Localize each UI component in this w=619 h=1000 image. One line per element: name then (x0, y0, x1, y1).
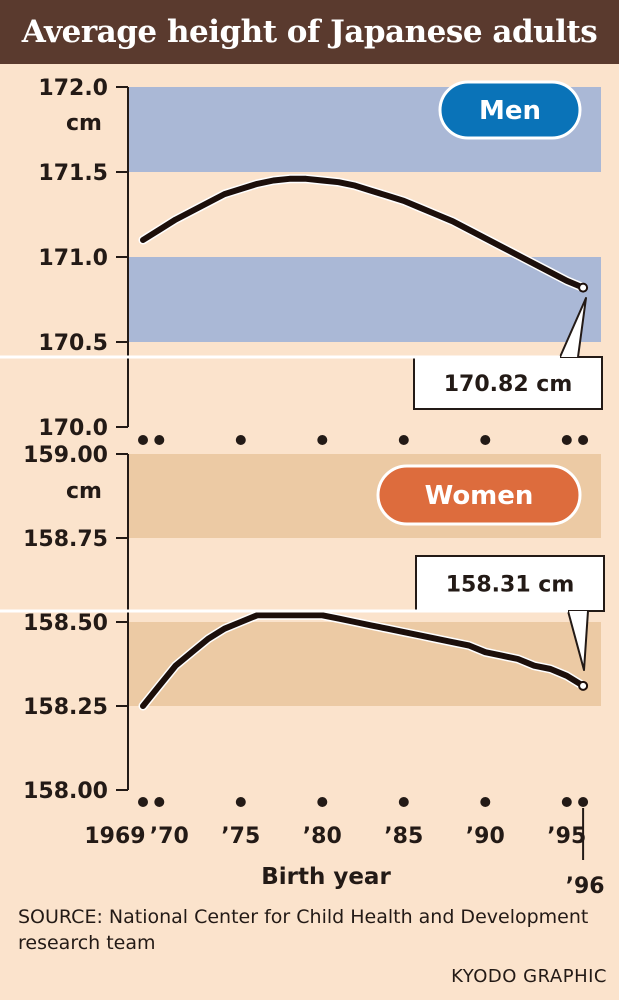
men-end-point (578, 282, 589, 293)
women-callout-pointer (567, 610, 589, 671)
men-y-tick-label: 172.0 (38, 76, 108, 101)
men-callout-pointer (559, 297, 587, 358)
women-y-tick-label: 158.75 (23, 527, 108, 552)
x-axis-title: Birth year (261, 864, 391, 890)
x-axis: 1969’70 ’75 ’80 ’85 ’90 ’95 ’96 Birth year (84, 435, 605, 899)
women-y-tick-label: 159.00 (23, 443, 108, 468)
men-year-dot (561, 435, 572, 445)
x-tick-label: ’90 (466, 824, 505, 849)
women-end-point (578, 680, 589, 691)
women-y-tick-label: 158.50 (23, 611, 108, 636)
x-tick-label: ’70 (150, 824, 189, 849)
men-series-line (140, 175, 587, 291)
men-legend-label: Men (479, 96, 541, 126)
women-year-dot (154, 797, 165, 807)
chart-title: Average height of Japanese adults (21, 14, 598, 50)
men-year-dot (480, 435, 491, 445)
women-year-dot (578, 797, 589, 807)
women-legend-badge (376, 464, 582, 526)
men-year-dot (138, 435, 148, 445)
men-year-dot (398, 435, 409, 445)
women-year-dot (480, 797, 491, 807)
x-tick-label: ’95 (547, 824, 586, 849)
men-band (128, 257, 601, 342)
women-y-tick-label: 158.00 (23, 779, 108, 804)
title-bar (0, 0, 619, 64)
men-y-tick-label: 171.0 (38, 246, 108, 271)
x-tick-label: ’96 (566, 874, 605, 899)
men-year-dot (578, 435, 589, 445)
source-note: SOURCE: National Center for Child Health… (18, 906, 589, 954)
men-callout-box (413, 356, 603, 410)
women-legend-label: Women (425, 481, 534, 511)
men-y-tick-label: 171.5 (38, 161, 108, 186)
x-tick-label: ’75 (221, 824, 260, 849)
women-callout-text: 158.31 cm (446, 573, 575, 598)
men-year-dot (235, 435, 246, 445)
women-year-dot (138, 797, 148, 807)
men-year-dot (154, 435, 165, 445)
men-y-tick-label: 170.5 (38, 331, 108, 356)
x-tick-label: 1969 (84, 824, 145, 849)
women-y-tick-label: 158.25 (23, 695, 108, 720)
women-year-dot (317, 797, 328, 807)
men-panel: 170.0 170.5 171.0 171.5 172.0 cm Men 170.82 cm (0, 76, 603, 441)
women-year-dot (235, 797, 246, 807)
men-year-dot (317, 435, 328, 445)
men-callout-text: 170.82 cm (444, 372, 573, 397)
women-year-dot (561, 797, 572, 807)
x-tick-label: ’85 (384, 824, 423, 849)
women-year-dot (398, 797, 409, 807)
credit: KYODO GRAPHIC (451, 966, 607, 987)
x-tick-label: ’80 (303, 824, 342, 849)
women-panel: 158.00 158.25 158.50 158.75 159.00 cm Women 158… (0, 443, 605, 804)
women-y-unit: cm (66, 479, 102, 504)
men-y-tick-label: 170.0 (38, 416, 108, 441)
women-series-line (140, 612, 587, 709)
men-legend-badge (438, 80, 582, 140)
men-y-unit: cm (66, 111, 102, 136)
